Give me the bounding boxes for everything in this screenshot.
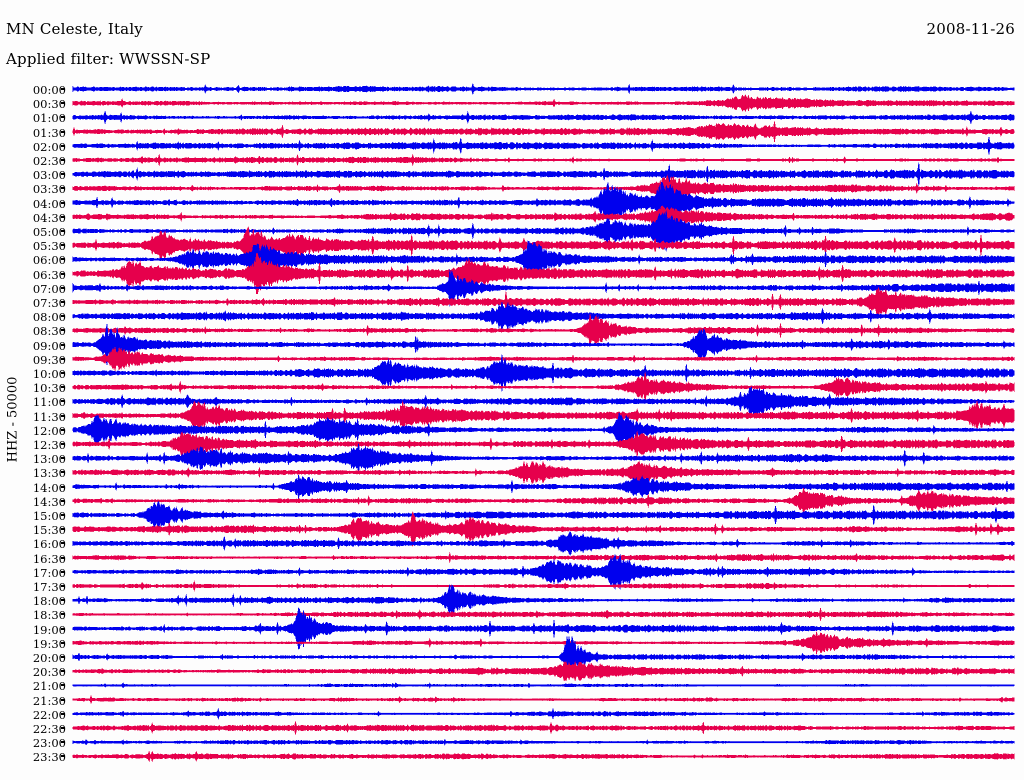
trace-baseline (73, 187, 1014, 190)
trace-baseline (73, 712, 1014, 715)
trace-baseline (73, 201, 1014, 204)
trace-baseline (73, 741, 1014, 744)
trace-baseline (73, 542, 1014, 545)
trace-baseline (73, 428, 1014, 431)
trace-baseline (73, 301, 1014, 303)
trace-baseline (73, 315, 1014, 318)
trace-baseline (73, 599, 1014, 602)
trace-baseline (73, 613, 1014, 616)
trace-baseline (73, 499, 1014, 502)
trace-baseline (73, 102, 1014, 105)
trace-baseline (73, 272, 1014, 275)
trace-baseline (73, 144, 1014, 147)
trace-baseline (73, 485, 1014, 488)
trace-baseline (73, 159, 1014, 161)
trace-baseline (73, 727, 1014, 729)
trace-baseline (73, 286, 1014, 289)
applied-filter-label: Applied filter: WWSSN-SP (6, 50, 211, 68)
trace-baseline (73, 585, 1014, 587)
trace-baseline (73, 656, 1014, 658)
trace-baseline (73, 698, 1014, 701)
station-title: MN Celeste, Italy (6, 20, 143, 38)
trace-baseline (73, 215, 1014, 218)
trace-baseline (73, 528, 1014, 531)
trace-baseline (73, 457, 1014, 460)
trace-baseline (73, 244, 1014, 247)
trace-baseline (73, 641, 1014, 644)
trace-baseline (73, 414, 1014, 417)
trace-baseline (73, 329, 1014, 332)
trace-baseline (73, 443, 1014, 445)
trace-baseline (73, 514, 1014, 516)
trace-baseline (73, 471, 1014, 474)
trace-baseline (73, 556, 1014, 559)
trace-baseline (73, 258, 1014, 261)
trace-baseline (73, 343, 1014, 346)
trace-baseline (73, 386, 1014, 389)
trace-baseline (73, 684, 1014, 687)
trace-baseline (73, 88, 1014, 90)
trace-baseline (73, 570, 1014, 573)
trace-baseline (73, 116, 1014, 119)
trace-baseline (73, 357, 1014, 360)
trace-baseline (73, 173, 1014, 176)
trace-baseline (73, 230, 1014, 232)
plot-date: 2008-11-26 (926, 20, 1015, 38)
trace-baseline (73, 755, 1014, 758)
trace-baseline (73, 372, 1014, 374)
trace-baseline (73, 130, 1014, 133)
trace-baseline (73, 670, 1014, 673)
trace-baseline (73, 400, 1014, 403)
trace-baseline (73, 627, 1014, 630)
